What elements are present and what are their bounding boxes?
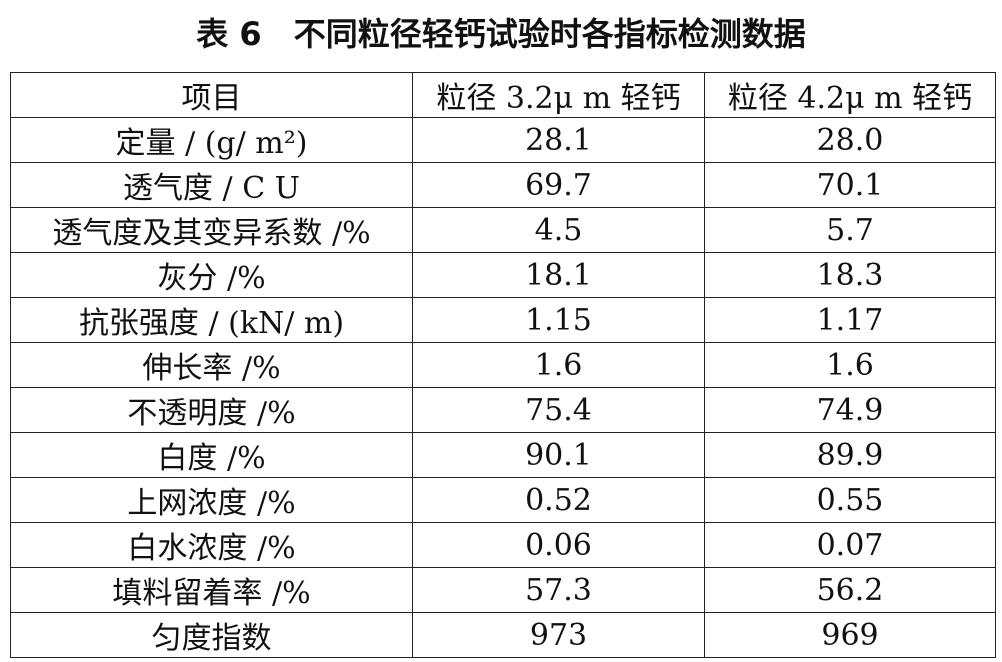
value-cell: 89.9 xyxy=(704,432,996,478)
row-label: 上网浓度 /% xyxy=(10,477,413,523)
value-cell: 1.6 xyxy=(412,342,705,388)
table-body: 定量 / (g/ m²) 28.1 28.0 透气度 / C U 69.7 70.1 透气度… xyxy=(10,117,996,658)
table-row: 定量 / (g/ m²) 28.1 28.0 xyxy=(10,117,996,163)
row-label: 抗张强度 / (kN/ m) xyxy=(10,297,413,343)
value-cell: 973 xyxy=(412,612,705,658)
value-cell: 1.15 xyxy=(412,297,705,343)
row-label: 透气度及其变异系数 /% xyxy=(10,207,413,253)
table-row: 匀度指数 973 969 xyxy=(10,612,996,658)
table-row: 抗张强度 / (kN/ m) 1.15 1.17 xyxy=(10,297,996,343)
table-row: 透气度及其变异系数 /% 4.5 5.7 xyxy=(10,207,996,253)
row-label: 定量 / (g/ m²) xyxy=(10,117,413,163)
value-cell: 5.7 xyxy=(704,207,996,253)
table-row: 白度 /% 90.1 89.9 xyxy=(10,432,996,478)
value-cell: 28.1 xyxy=(412,117,705,163)
table-row: 透气度 / C U 69.7 70.1 xyxy=(10,162,996,208)
table-row: 上网浓度 /% 0.52 0.55 xyxy=(10,477,996,523)
row-label: 不透明度 /% xyxy=(10,387,413,433)
row-label: 伸长率 /% xyxy=(10,342,413,388)
table-row: 不透明度 /% 75.4 74.9 xyxy=(10,387,996,433)
table-row: 填料留着率 /% 57.3 56.2 xyxy=(10,567,996,613)
row-label: 填料留着率 /% xyxy=(10,567,413,613)
value-cell: 69.7 xyxy=(412,162,705,208)
value-cell: 4.5 xyxy=(412,207,705,253)
row-label: 白水浓度 /% xyxy=(10,522,413,568)
value-cell: 0.52 xyxy=(412,477,705,523)
table-row: 伸长率 /% 1.6 1.6 xyxy=(10,342,996,388)
table-row: 灰分 /% 18.1 18.3 xyxy=(10,252,996,298)
table-row: 白水浓度 /% 0.06 0.07 xyxy=(10,522,996,568)
value-cell: 0.55 xyxy=(704,477,996,523)
value-cell: 969 xyxy=(704,612,996,658)
table-head: 项目 粒径 3.2μ m 轻钙 粒径 4.2μ m 轻钙 xyxy=(10,72,996,118)
row-label: 白度 /% xyxy=(10,432,413,478)
header-cell: 项目 xyxy=(10,72,413,118)
row-label: 匀度指数 xyxy=(10,612,413,658)
table-title: 表 6 不同粒径轻钙试验时各指标检测数据 xyxy=(196,15,806,53)
value-cell: 57.3 xyxy=(412,567,705,613)
header-cell: 粒径 3.2μ m 轻钙 xyxy=(412,72,705,118)
value-cell: 75.4 xyxy=(412,387,705,433)
value-cell: 18.1 xyxy=(412,252,705,298)
header-cell: 粒径 4.2μ m 轻钙 xyxy=(704,72,996,118)
row-label: 灰分 /% xyxy=(10,252,413,298)
value-cell: 74.9 xyxy=(704,387,996,433)
value-cell: 28.0 xyxy=(704,117,996,163)
header-row: 项目 粒径 3.2μ m 轻钙 粒径 4.2μ m 轻钙 xyxy=(10,72,996,118)
value-cell: 56.2 xyxy=(704,567,996,613)
value-cell: 18.3 xyxy=(704,252,996,298)
value-cell: 0.07 xyxy=(704,522,996,568)
row-label: 透气度 / C U xyxy=(10,162,413,208)
data-table: 项目 粒径 3.2μ m 轻钙 粒径 4.2μ m 轻钙 定量 / (g/ m²) 2… xyxy=(10,72,996,658)
value-cell: 0.06 xyxy=(412,522,705,568)
value-cell: 1.6 xyxy=(704,342,996,388)
value-cell: 90.1 xyxy=(412,432,705,478)
value-cell: 1.17 xyxy=(704,297,996,343)
value-cell: 70.1 xyxy=(704,162,996,208)
